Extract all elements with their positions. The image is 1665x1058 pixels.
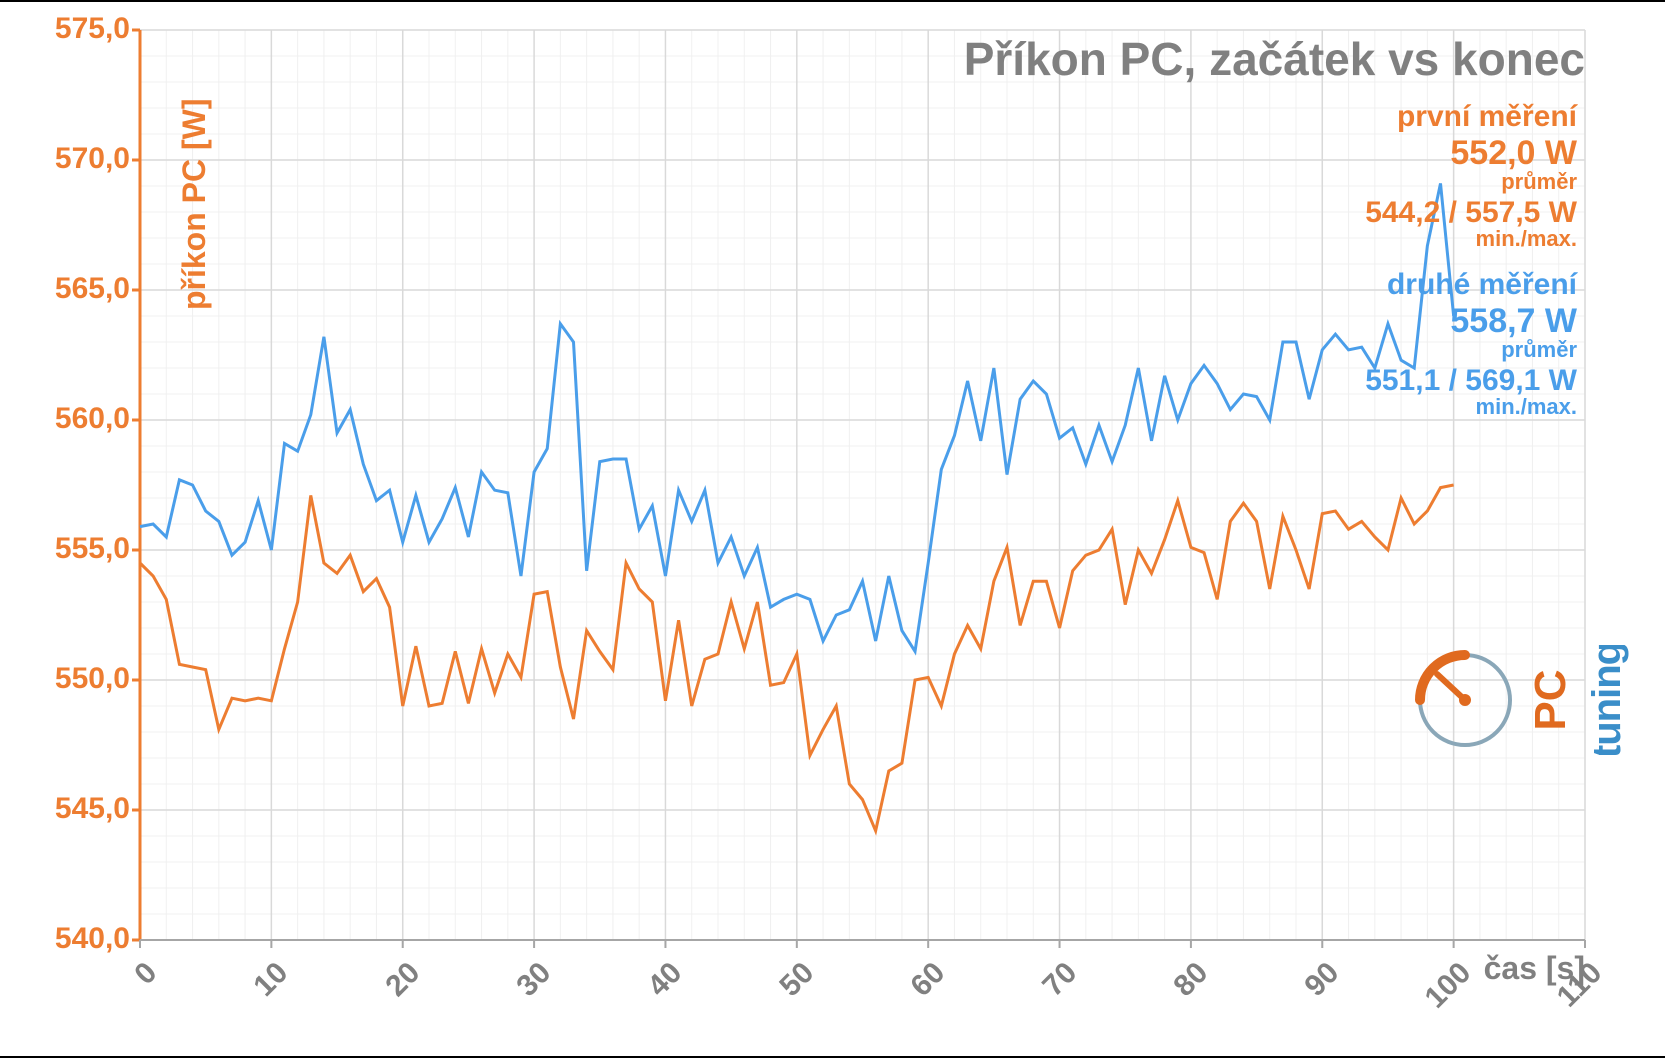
- chart-title: Příkon PC, začátek vs konec: [964, 32, 1585, 86]
- line-chart: [0, 0, 1665, 1058]
- series1-minmax: 544,2 / 557,5 W min./max.: [1365, 196, 1577, 252]
- series2-avg-label: průměr: [1450, 337, 1577, 363]
- logo-text-tuning: tuning: [1585, 645, 1629, 755]
- y-tick-label: 575,0: [20, 12, 130, 46]
- series2-minmax: 551,1 / 569,1 W min./max.: [1365, 364, 1577, 420]
- series1-minmax-value: 544,2 / 557,5 W: [1365, 196, 1577, 229]
- y-tick-label: 550,0: [20, 662, 130, 696]
- y-tick-label: 570,0: [20, 142, 130, 176]
- series2-minmax-label: min./max.: [1365, 394, 1577, 420]
- logo-icon: PC tuning: [1410, 645, 1665, 755]
- y-axis-label: příkon PC [W]: [176, 98, 213, 310]
- series2-name: druhé měření: [1387, 268, 1577, 302]
- y-tick-label: 555,0: [20, 532, 130, 566]
- y-tick-label: 565,0: [20, 272, 130, 306]
- logo-text-pc: PC: [1526, 669, 1575, 730]
- series1-name: první měření: [1397, 100, 1577, 134]
- y-tick-label: 560,0: [20, 402, 130, 436]
- y-tick-label: 540,0: [20, 922, 130, 956]
- y-tick-label: 545,0: [20, 792, 130, 826]
- series1-avg-value: 552,0 W: [1450, 134, 1577, 172]
- series1-minmax-label: min./max.: [1365, 226, 1577, 252]
- series1-average: 552,0 W průměr: [1450, 134, 1577, 195]
- series2-minmax-value: 551,1 / 569,1 W: [1365, 364, 1577, 397]
- series2-avg-value: 558,7 W: [1450, 302, 1577, 340]
- series2-average: 558,7 W průměr: [1450, 302, 1577, 363]
- series1-avg-label: průměr: [1450, 169, 1577, 195]
